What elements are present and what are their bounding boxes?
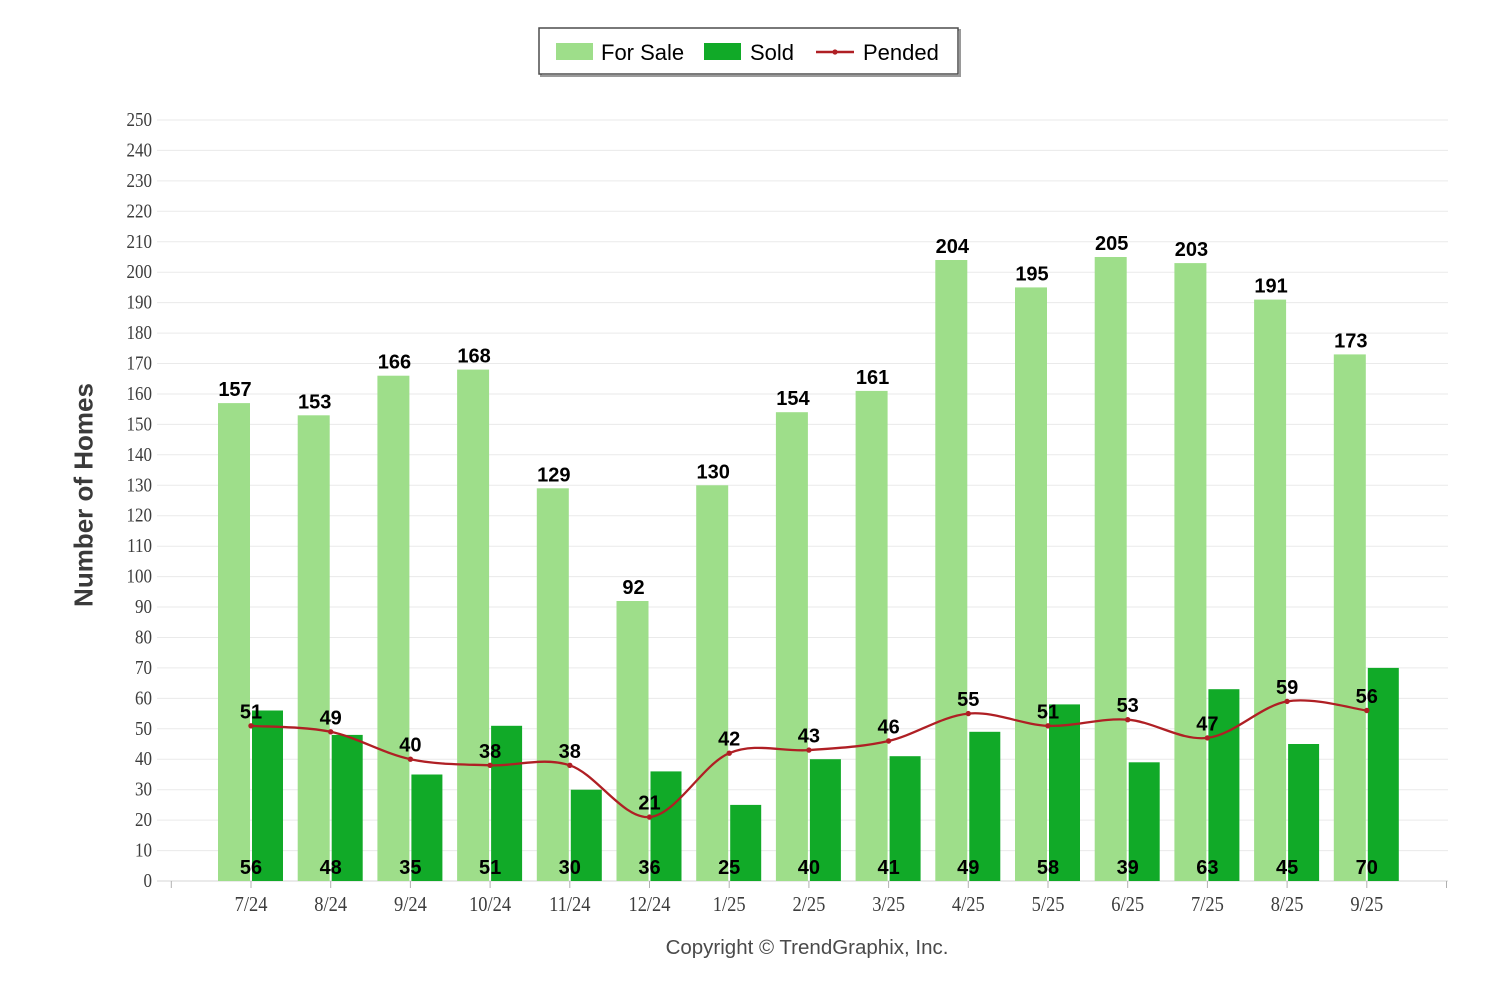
svg-text:153: 153: [298, 391, 331, 413]
svg-text:173: 173: [1334, 330, 1367, 352]
svg-text:51: 51: [240, 701, 262, 723]
svg-text:2/25: 2/25: [792, 893, 825, 916]
svg-text:70: 70: [135, 657, 152, 680]
svg-text:56: 56: [240, 857, 262, 879]
svg-text:20: 20: [135, 809, 152, 832]
svg-text:5/25: 5/25: [1032, 893, 1065, 916]
svg-text:49: 49: [957, 857, 979, 879]
svg-text:48: 48: [320, 857, 342, 879]
svg-text:70: 70: [1356, 857, 1378, 879]
svg-text:36: 36: [638, 857, 660, 879]
svg-text:25: 25: [718, 857, 740, 879]
svg-text:10: 10: [135, 839, 152, 862]
svg-text:46: 46: [877, 717, 899, 739]
svg-text:60: 60: [135, 687, 152, 710]
svg-text:9/25: 9/25: [1350, 893, 1383, 916]
svg-text:80: 80: [135, 626, 152, 649]
svg-text:4/25: 4/25: [952, 893, 985, 916]
svg-text:11/24: 11/24: [549, 893, 590, 916]
svg-text:43: 43: [798, 726, 820, 748]
svg-text:For Sale: For Sale: [601, 40, 684, 65]
svg-text:130: 130: [127, 474, 152, 497]
svg-text:190: 190: [127, 291, 152, 314]
svg-text:220: 220: [127, 200, 152, 223]
svg-text:110: 110: [127, 535, 152, 558]
svg-text:Pended: Pended: [863, 40, 939, 65]
svg-text:6/25: 6/25: [1111, 893, 1144, 916]
svg-text:47: 47: [1196, 713, 1218, 735]
svg-text:45: 45: [1276, 857, 1298, 879]
svg-text:130: 130: [697, 461, 730, 483]
svg-text:Copyright © TrendGraphix, Inc.: Copyright © TrendGraphix, Inc.: [666, 936, 949, 959]
svg-text:195: 195: [1015, 263, 1048, 285]
svg-text:39: 39: [1117, 857, 1139, 879]
svg-text:154: 154: [776, 388, 810, 410]
svg-text:8/24: 8/24: [314, 893, 347, 916]
svg-text:59: 59: [1276, 677, 1298, 699]
svg-text:8/25: 8/25: [1271, 893, 1304, 916]
svg-text:157: 157: [218, 379, 251, 401]
svg-text:21: 21: [638, 793, 660, 815]
svg-text:Number of Homes: Number of Homes: [69, 383, 99, 607]
svg-text:140: 140: [127, 444, 152, 467]
svg-text:160: 160: [127, 383, 152, 406]
svg-text:250: 250: [127, 109, 152, 132]
svg-text:166: 166: [378, 352, 411, 374]
svg-text:7/24: 7/24: [235, 893, 268, 916]
svg-text:9/24: 9/24: [394, 893, 427, 916]
svg-text:129: 129: [537, 464, 570, 486]
svg-text:55: 55: [957, 689, 979, 711]
svg-text:203: 203: [1175, 239, 1208, 261]
svg-text:204: 204: [936, 236, 970, 258]
svg-text:240: 240: [127, 139, 152, 162]
svg-text:230: 230: [127, 170, 152, 193]
svg-text:51: 51: [479, 857, 501, 879]
svg-text:3/25: 3/25: [872, 893, 905, 916]
svg-text:30: 30: [135, 778, 152, 801]
svg-text:63: 63: [1196, 857, 1218, 879]
svg-text:120: 120: [127, 504, 152, 527]
svg-text:40: 40: [399, 735, 421, 757]
svg-text:49: 49: [320, 707, 342, 729]
svg-text:161: 161: [856, 367, 889, 389]
svg-text:41: 41: [877, 857, 899, 879]
svg-text:150: 150: [127, 413, 152, 436]
svg-text:38: 38: [559, 741, 581, 763]
svg-text:56: 56: [1356, 686, 1378, 708]
svg-text:205: 205: [1095, 233, 1128, 255]
svg-text:200: 200: [127, 261, 152, 284]
svg-text:191: 191: [1254, 276, 1287, 298]
svg-text:50: 50: [135, 718, 152, 741]
svg-text:1/25: 1/25: [713, 893, 746, 916]
svg-text:35: 35: [399, 857, 421, 879]
svg-text:51: 51: [1037, 701, 1059, 723]
svg-text:210: 210: [127, 231, 152, 254]
svg-text:100: 100: [127, 565, 152, 588]
svg-text:170: 170: [127, 352, 152, 375]
svg-text:40: 40: [135, 748, 152, 771]
svg-text:38: 38: [479, 741, 501, 763]
svg-text:180: 180: [127, 322, 152, 345]
svg-text:30: 30: [559, 857, 581, 879]
svg-text:12/24: 12/24: [628, 893, 670, 916]
svg-text:40: 40: [798, 857, 820, 879]
svg-text:42: 42: [718, 729, 740, 751]
svg-text:10/24: 10/24: [469, 893, 511, 916]
svg-text:0: 0: [143, 870, 152, 893]
svg-text:58: 58: [1037, 857, 1059, 879]
svg-text:90: 90: [135, 596, 152, 619]
svg-text:Sold: Sold: [750, 40, 794, 65]
svg-text:7/25: 7/25: [1191, 893, 1224, 916]
svg-text:53: 53: [1117, 695, 1139, 717]
svg-text:92: 92: [622, 577, 644, 599]
svg-text:168: 168: [457, 346, 490, 368]
